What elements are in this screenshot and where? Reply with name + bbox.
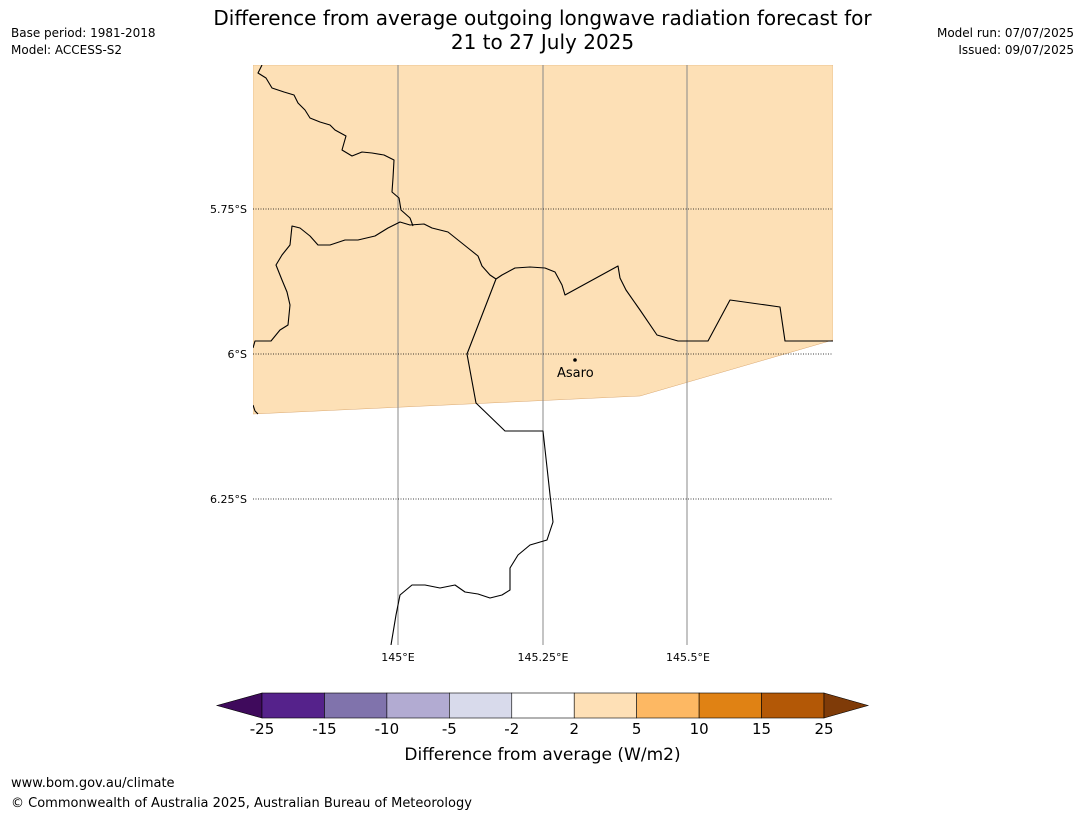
lat-label-6-25: 6.25°S (210, 493, 247, 506)
colorbar-bin (324, 692, 388, 719)
colorbar-bin (761, 692, 825, 719)
lon-label-145-25: 145.25°E (517, 651, 569, 664)
colorbar-extend-max (823, 692, 870, 719)
lat-label-5-75: 5.75°S (210, 203, 247, 216)
asaro-marker (573, 358, 577, 362)
colorbar-title: Difference from average (W/m2) (404, 745, 681, 765)
map-title: Difference from average outgoing longwav… (0, 6, 1085, 54)
colorbar-tick-label: -5 (441, 720, 457, 738)
colorbar-tick-label: -25 (249, 720, 275, 738)
lon-label-145: 145°E (381, 651, 415, 664)
footer-copyright: © Commonwealth of Australia 2025, Austra… (11, 796, 472, 811)
meta-left: Base period: 1981-2018 Model: ACCESS-S2 (11, 25, 156, 59)
lon-label-145-5: 145.5°E (666, 651, 710, 664)
colorbar-tick-label: 10 (689, 720, 709, 738)
colorbar-tick-label: 15 (752, 720, 772, 738)
place-label-asaro: Asaro (557, 366, 594, 381)
model-run-text: Model run: 07/07/2025 (936, 26, 1074, 40)
colorbar-tick-label: 2 (569, 720, 579, 738)
colorbar-bins (215, 692, 870, 719)
colorbar-bin (636, 692, 700, 719)
colorbar-bin (573, 692, 637, 719)
province-boundaries (253, 65, 833, 645)
colorbar-bin (698, 692, 762, 719)
colorbar-bin (449, 692, 513, 719)
colorbar-tick-label: -2 (504, 720, 520, 738)
lat-label-6: 6°S (227, 348, 247, 361)
colorbar-bin (261, 692, 325, 719)
colorbar-extend-min (215, 692, 263, 719)
colorbar-tick-label: 5 (631, 720, 642, 738)
title-line-1: Difference from average outgoing longwav… (213, 6, 872, 30)
colorbar-tick-label: 25 (814, 720, 834, 738)
model-text: Model: ACCESS-S2 (11, 43, 123, 57)
meta-right: Model run: 07/07/2025 Issued: 09/07/2025 (937, 25, 1074, 59)
title-line-2: 21 to 27 July 2025 (450, 30, 635, 54)
colorbar-bin (386, 692, 450, 719)
footer-url: www.bom.gov.au/climate (11, 776, 175, 791)
colorbar-bin (511, 692, 575, 719)
base-period-text: Base period: 1981-2018 (11, 26, 156, 40)
colorbar-tick-label: -15 (312, 720, 337, 738)
issued-text: Issued: 09/07/2025 (958, 43, 1074, 57)
colorbar-tick-label: -10 (374, 720, 400, 738)
